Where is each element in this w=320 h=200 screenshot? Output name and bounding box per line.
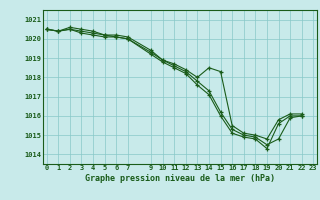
X-axis label: Graphe pression niveau de la mer (hPa): Graphe pression niveau de la mer (hPa) — [85, 174, 275, 183]
